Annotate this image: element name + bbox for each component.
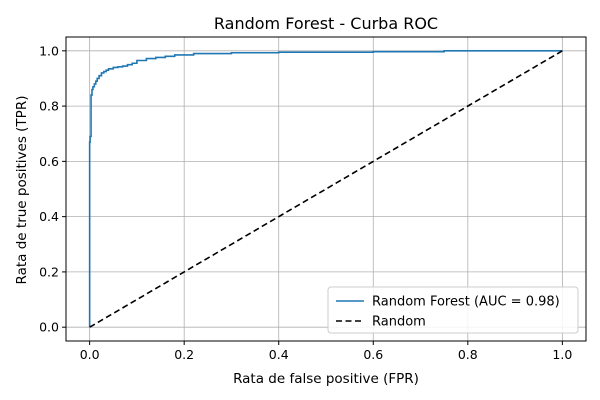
x-axis-label: Rata de false positive (FPR) bbox=[233, 371, 419, 387]
legend-label: Random Forest (AUC = 0.98) bbox=[372, 295, 560, 310]
series-lines bbox=[88, 50, 563, 328]
y-tick-label: 0.0 bbox=[39, 320, 59, 335]
legend-label: Random bbox=[372, 315, 426, 330]
legend: Random Forest (AUC = 0.98) Random bbox=[327, 286, 579, 334]
legend-box bbox=[327, 286, 579, 334]
y-tick-label: 0.2 bbox=[39, 264, 59, 279]
series-line-random bbox=[89, 50, 563, 328]
chart-title: Random Forest - Curba ROC bbox=[214, 14, 438, 33]
y-tick-label: 1.0 bbox=[39, 43, 59, 58]
x-tick-label: 0.2 bbox=[174, 347, 194, 362]
x-tick-label: 0.6 bbox=[363, 347, 383, 362]
x-tick-label: 0.4 bbox=[269, 347, 289, 362]
series-line-random-forest bbox=[88, 50, 563, 328]
axis-ticks: 0.0 0.2 0.4 0.6 0.8 1.0 0.0 0.2 0.4 0.6 0.8 1.0 bbox=[39, 43, 572, 362]
x-tick-label: 1.0 bbox=[552, 347, 572, 362]
x-tick-label: 0.0 bbox=[80, 347, 100, 362]
axes-frame bbox=[65, 36, 587, 342]
x-tick-label: 0.8 bbox=[458, 347, 478, 362]
y-tick-label: 0.6 bbox=[39, 154, 59, 169]
y-tick-label: 0.4 bbox=[39, 209, 59, 224]
y-tick-label: 0.8 bbox=[39, 99, 59, 114]
y-axis-label: Rata de true positives (TPR) bbox=[14, 96, 30, 285]
